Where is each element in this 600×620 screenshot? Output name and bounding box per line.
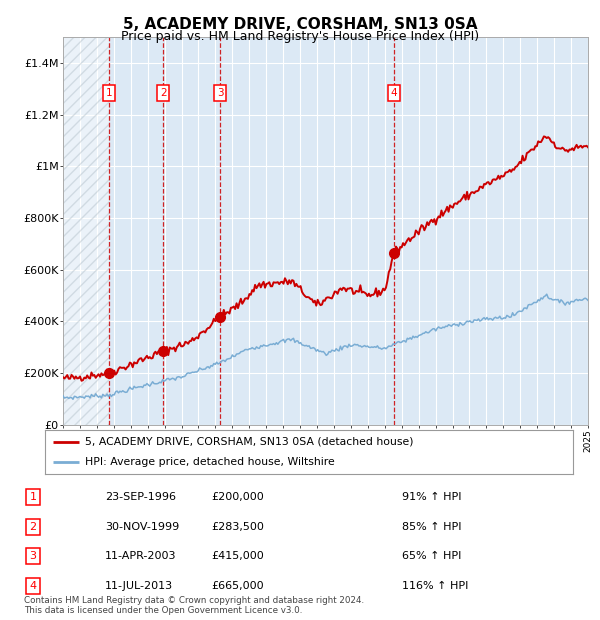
Text: 3: 3 [29,551,37,561]
Text: 2: 2 [160,88,167,98]
Text: £200,000: £200,000 [211,492,264,502]
Text: 23-SEP-1996: 23-SEP-1996 [105,492,176,502]
Text: 3: 3 [217,88,223,98]
Text: £415,000: £415,000 [211,551,264,561]
Text: 116% ↑ HPI: 116% ↑ HPI [402,581,469,591]
Text: Price paid vs. HM Land Registry's House Price Index (HPI): Price paid vs. HM Land Registry's House … [121,30,479,43]
Text: 65% ↑ HPI: 65% ↑ HPI [402,551,461,561]
Text: 11-JUL-2013: 11-JUL-2013 [105,581,173,591]
Text: 4: 4 [29,581,37,591]
Text: 30-NOV-1999: 30-NOV-1999 [105,521,179,531]
Text: 11-APR-2003: 11-APR-2003 [105,551,176,561]
Text: 5, ACADEMY DRIVE, CORSHAM, SN13 0SA (detached house): 5, ACADEMY DRIVE, CORSHAM, SN13 0SA (det… [85,436,413,447]
Text: £283,500: £283,500 [211,521,264,531]
Text: 1: 1 [106,88,113,98]
Text: 91% ↑ HPI: 91% ↑ HPI [402,492,461,502]
Text: HPI: Average price, detached house, Wiltshire: HPI: Average price, detached house, Wilt… [85,457,334,467]
Text: 1: 1 [29,492,37,502]
Text: 85% ↑ HPI: 85% ↑ HPI [402,521,461,531]
Text: 4: 4 [391,88,397,98]
Text: Contains HM Land Registry data © Crown copyright and database right 2024.
This d: Contains HM Land Registry data © Crown c… [24,596,364,615]
Text: £665,000: £665,000 [211,581,264,591]
Text: 5, ACADEMY DRIVE, CORSHAM, SN13 0SA: 5, ACADEMY DRIVE, CORSHAM, SN13 0SA [123,17,477,32]
Bar [63,37,109,425]
Text: 2: 2 [29,521,37,531]
